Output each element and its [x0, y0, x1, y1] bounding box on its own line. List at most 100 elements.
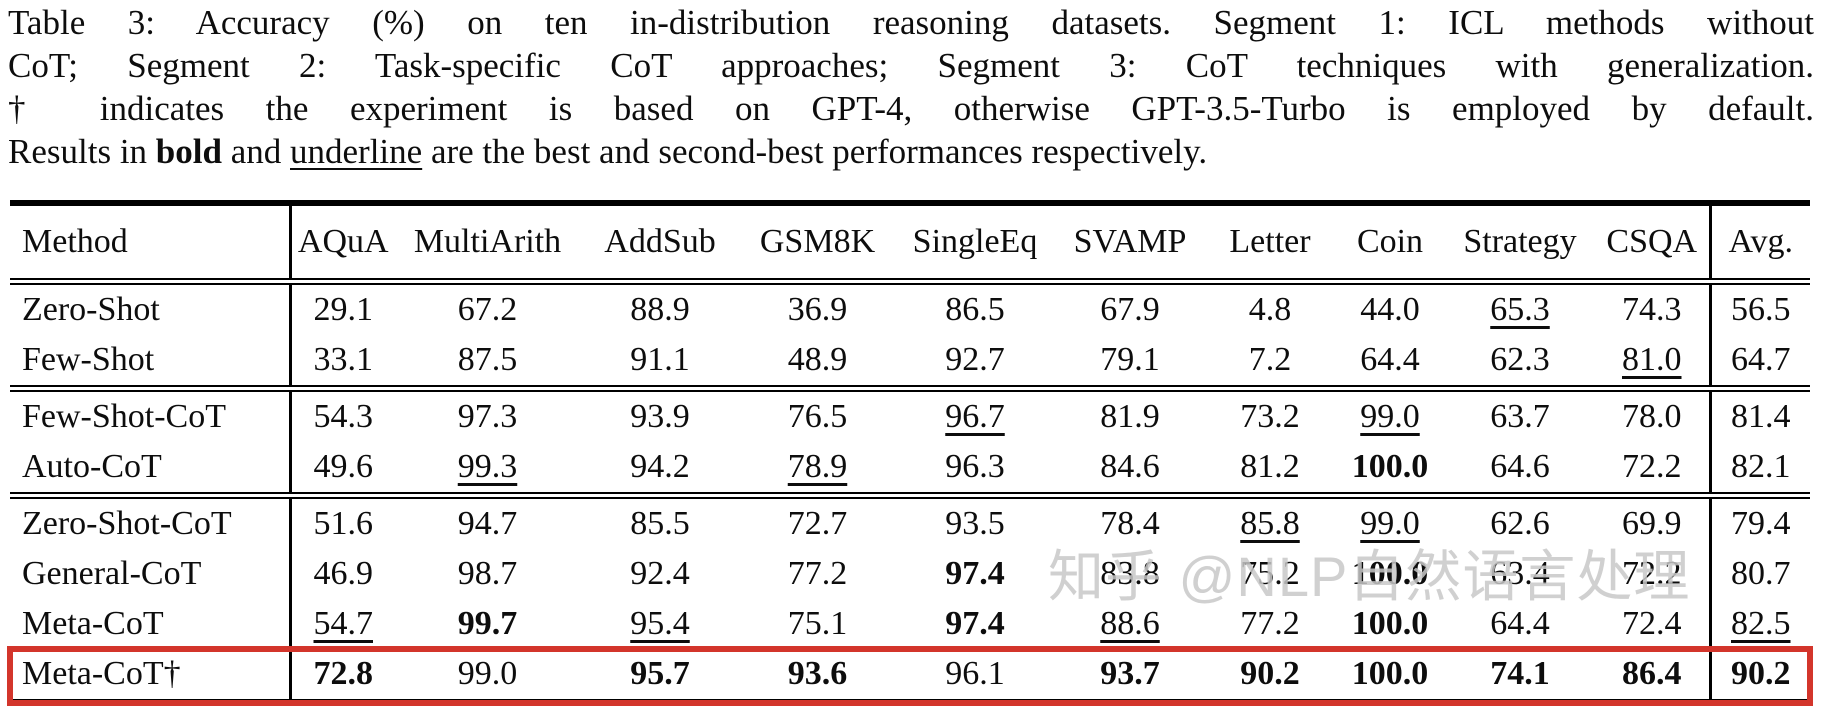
value-text: 69.9 — [1622, 505, 1682, 542]
value-cell: 80.7 — [1708, 549, 1810, 599]
value-text: 65.3 — [1490, 291, 1550, 328]
value-text: 72.2 — [1622, 448, 1682, 485]
value-cell: 67.9 — [1055, 278, 1205, 335]
value-cell: 99.3 — [395, 442, 580, 496]
value-text: 67.9 — [1100, 291, 1160, 328]
value-cell: 90.2 — [1205, 649, 1335, 703]
value-text: 72.2 — [1622, 555, 1682, 592]
value-cell: 96.7 — [895, 385, 1055, 442]
value-cell: 65.3 — [1445, 278, 1595, 335]
value-text: 95.4 — [630, 605, 690, 642]
value-cell: 96.3 — [895, 442, 1055, 496]
value-text: 97.3 — [457, 398, 518, 435]
table-caption: Table 3: Accuracy (%) on ten in-distribu… — [8, 1, 1814, 173]
caption-line-4-pre: Results in — [8, 132, 156, 171]
value-cell: 97.4 — [895, 599, 1055, 649]
value-cell: 72.4 — [1595, 599, 1710, 649]
value-cell: 93.9 — [580, 385, 740, 442]
value-cell: 33.1 — [290, 335, 395, 389]
value-cell: 87.5 — [395, 335, 580, 389]
value-cell: 81.4 — [1708, 385, 1810, 442]
column-header-coin: Coin — [1335, 203, 1445, 285]
value-cell: 99.0 — [1335, 492, 1445, 549]
value-text: 64.7 — [1731, 341, 1791, 378]
caption-line-1: Table 3: Accuracy (%) on ten in-distribu… — [8, 3, 1814, 42]
value-cell: 72.7 — [740, 492, 895, 549]
value-cell: 36.9 — [740, 278, 895, 335]
value-cell: 63.4 — [1445, 549, 1595, 599]
value-cell: 69.9 — [1595, 492, 1710, 549]
value-cell: 97.4 — [895, 549, 1055, 599]
value-text: 88.9 — [630, 291, 690, 328]
value-cell: 75.1 — [740, 599, 895, 649]
value-text: 44.0 — [1360, 291, 1420, 328]
value-text: 48.9 — [787, 341, 848, 378]
value-cell: 81.2 — [1205, 442, 1335, 496]
value-text: 82.5 — [1731, 605, 1791, 642]
column-header-addsub: AddSub — [580, 203, 740, 285]
value-cell: 78.9 — [740, 442, 895, 496]
value-text: 94.7 — [457, 505, 518, 542]
value-cell: 44.0 — [1335, 278, 1445, 335]
value-text: 88.6 — [1100, 605, 1160, 642]
value-text: 100.0 — [1351, 605, 1429, 642]
value-cell: 72.8 — [290, 649, 395, 703]
value-cell: 7.2 — [1205, 335, 1335, 389]
value-text: 95.7 — [630, 655, 690, 692]
value-cell: 78.0 — [1595, 385, 1710, 442]
value-text: 83.8 — [1100, 555, 1160, 592]
value-text: 72.7 — [787, 505, 848, 542]
value-cell: 72.2 — [1595, 549, 1710, 599]
value-cell: 72.2 — [1595, 442, 1710, 496]
value-cell: 64.6 — [1445, 442, 1595, 496]
value-cell: 56.5 — [1708, 278, 1810, 335]
value-text: 90.2 — [1731, 655, 1791, 692]
value-text: 96.1 — [945, 655, 1005, 692]
value-text: 72.8 — [313, 655, 374, 692]
value-cell: 93.5 — [895, 492, 1055, 549]
value-cell: 93.7 — [1055, 649, 1205, 703]
value-text: 46.9 — [313, 555, 374, 592]
value-text: 93.9 — [630, 398, 690, 435]
value-text: 79.4 — [1731, 505, 1791, 542]
method-cell: Auto-CoT — [10, 442, 292, 496]
value-cell: 79.1 — [1055, 335, 1205, 389]
value-text: 96.3 — [945, 448, 1005, 485]
value-cell: 46.9 — [290, 549, 395, 599]
value-text: 99.7 — [457, 605, 518, 642]
value-text: 54.7 — [313, 605, 374, 642]
value-text: 67.2 — [457, 291, 518, 328]
value-cell: 67.2 — [395, 278, 580, 335]
method-cell: Few-Shot-CoT — [10, 385, 292, 442]
value-cell: 86.4 — [1595, 649, 1710, 703]
value-text: 78.9 — [787, 448, 848, 485]
value-cell: 99.7 — [395, 599, 580, 649]
table-row: Few-Shot-CoT 54.3 97.3 93.9 76.5 96.7 81.9 73.2… — [10, 385, 1810, 442]
column-header-singleeq: SingleEq — [895, 203, 1055, 285]
value-cell: 85.8 — [1205, 492, 1335, 549]
value-cell: 81.9 — [1055, 385, 1205, 442]
caption-bold-word: bold — [155, 132, 222, 171]
value-cell: 97.3 — [395, 385, 580, 442]
value-cell: 82.5 — [1708, 599, 1810, 649]
column-header-strategy: Strategy — [1445, 203, 1595, 285]
value-cell: 92.7 — [895, 335, 1055, 389]
value-text: 86.4 — [1622, 655, 1682, 692]
method-cell: Zero-Shot — [10, 278, 292, 335]
method-cell: General-CoT — [10, 549, 292, 599]
value-cell: 85.5 — [580, 492, 740, 549]
value-cell: 74.3 — [1595, 278, 1710, 335]
value-cell: 74.1 — [1445, 649, 1595, 703]
value-text: 84.6 — [1100, 448, 1160, 485]
value-cell: 75.2 — [1205, 549, 1335, 599]
value-cell: 100.0 — [1335, 442, 1445, 496]
results-table: Method AQuA MultiArith AddSub GSM8K SingleEq S… — [7, 200, 1813, 706]
value-text: 75.2 — [1240, 555, 1300, 592]
value-cell: 78.4 — [1055, 492, 1205, 549]
value-cell: 62.3 — [1445, 335, 1595, 389]
table-row: Meta-CoT† 72.8 99.0 95.7 93.6 96.1 93.7 90.2 100… — [7, 646, 1813, 706]
value-text: 92.4 — [630, 555, 690, 592]
value-cell: 29.1 — [290, 278, 395, 335]
value-text: 99.0 — [1360, 398, 1420, 435]
